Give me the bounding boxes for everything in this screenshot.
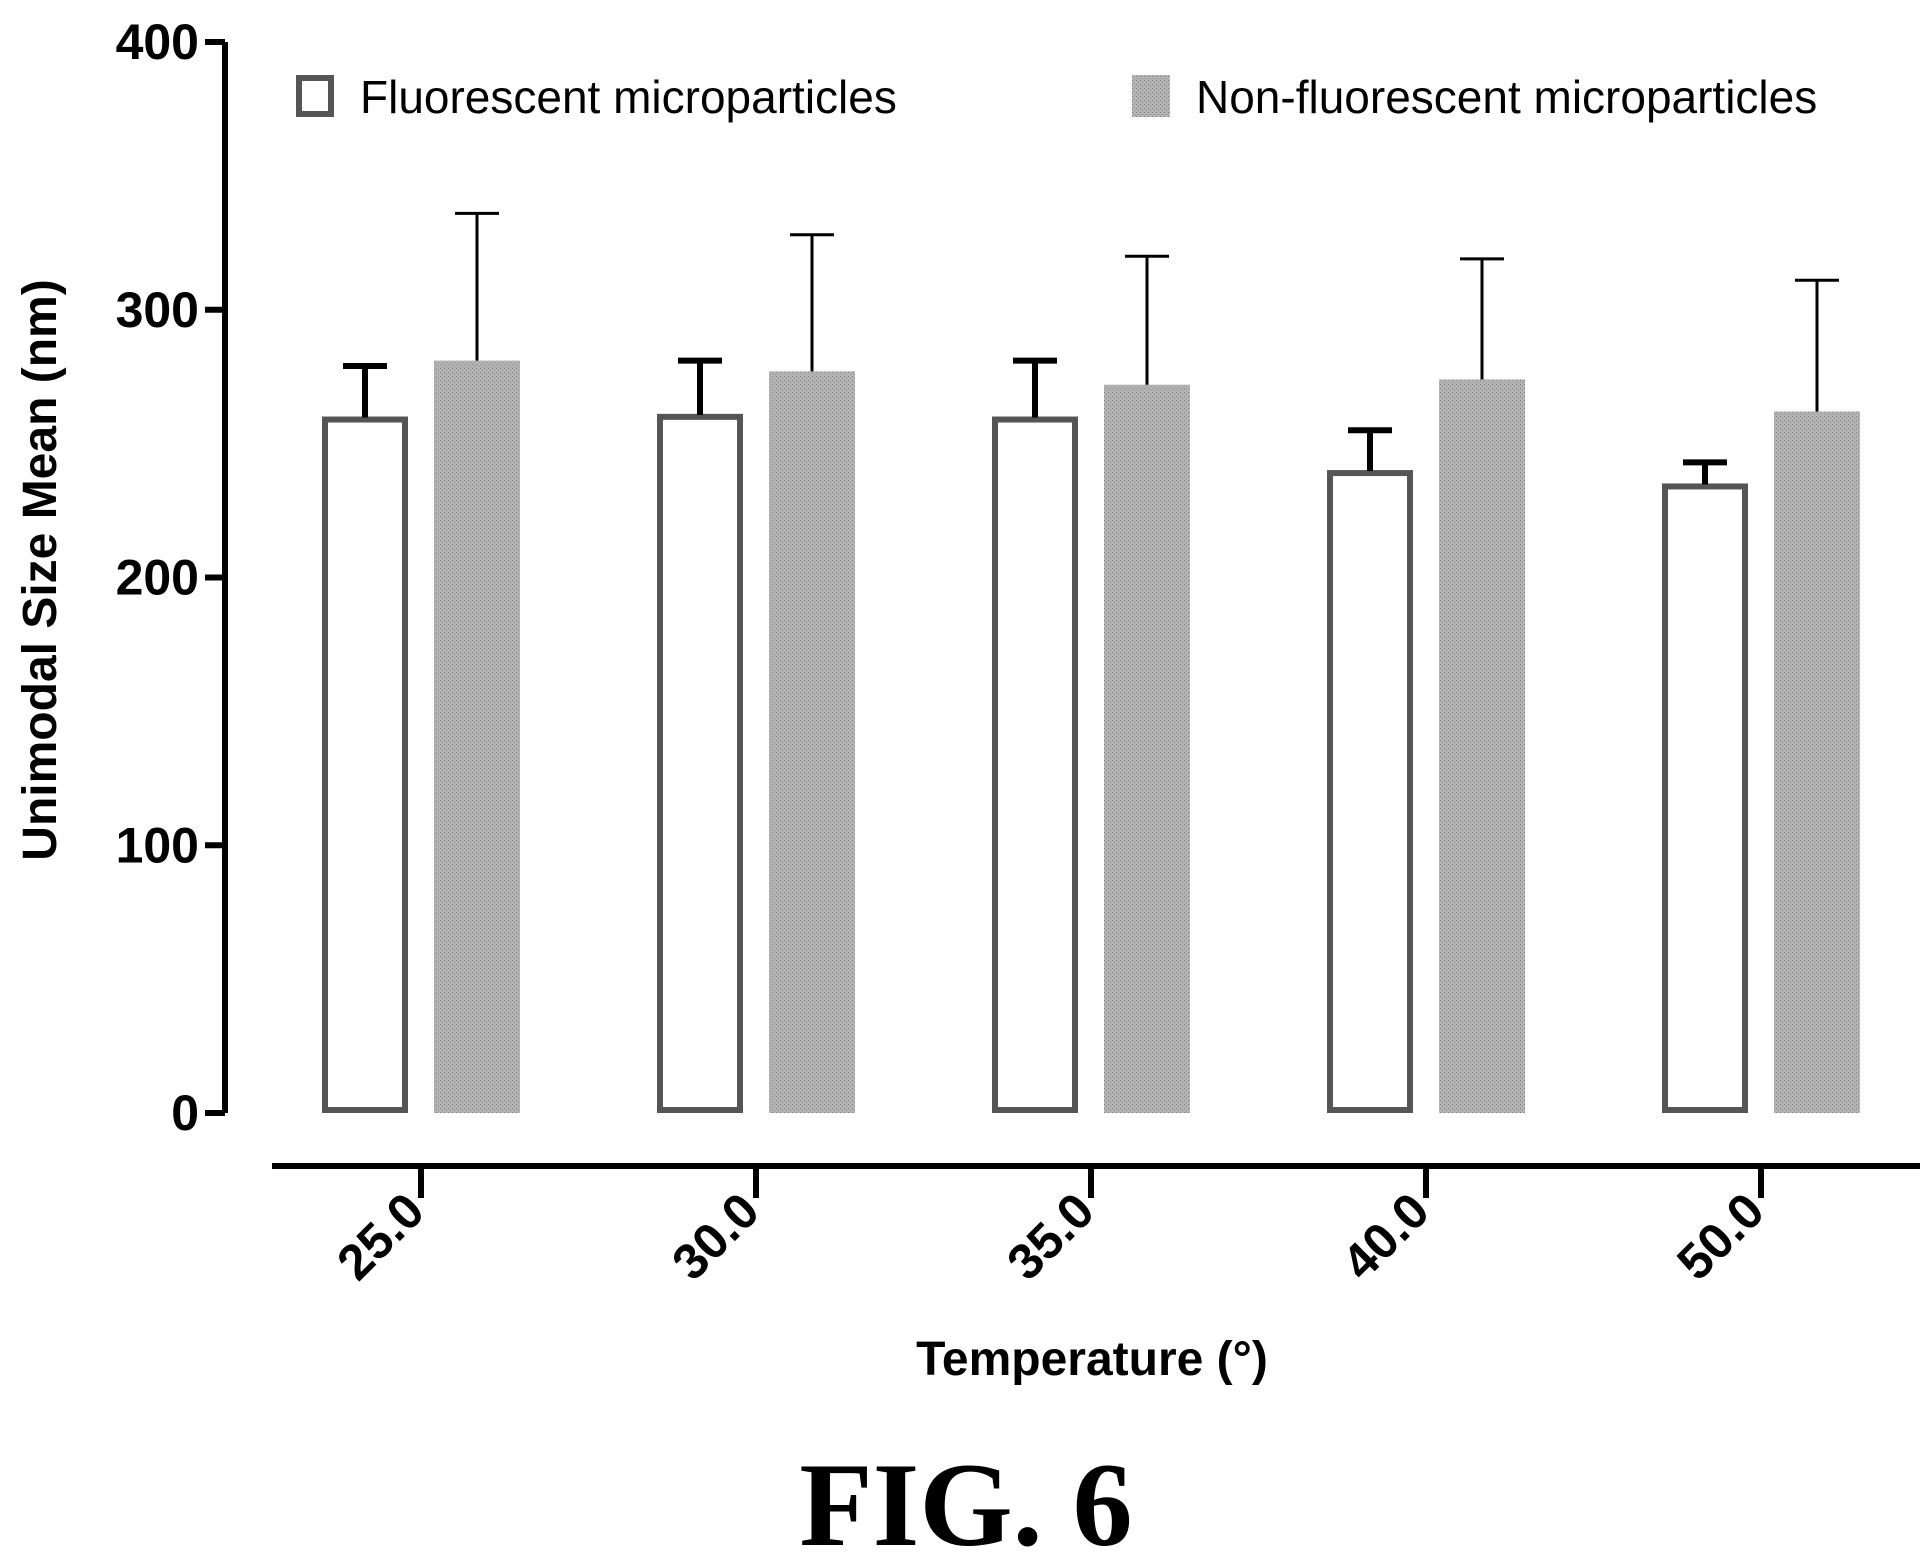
figure-caption: FIG. 6: [799, 1438, 1132, 1564]
legend-label: Non-fluorescent microparticles: [1196, 71, 1817, 123]
y-tick-label: 300: [116, 282, 199, 338]
bar-non-fluorescent: [1104, 384, 1190, 1114]
bar-non-fluorescent: [1774, 411, 1860, 1113]
y-tick-label: 200: [116, 550, 199, 606]
y-axis-title: Unimodal Size Mean (nm): [14, 279, 67, 860]
bar-fluorescent: [322, 416, 408, 1113]
y-tick-label: 400: [116, 14, 199, 70]
bar-fluorescent: [1662, 483, 1748, 1113]
x-tick-label: 30.0: [661, 1182, 769, 1290]
bar-fluorescent: [657, 413, 743, 1114]
error-bars-group: [343, 211, 1839, 485]
y-tick-label: 100: [116, 817, 199, 873]
x-tick-label: 25.0: [326, 1182, 434, 1290]
bar-non-fluorescent: [434, 360, 520, 1113]
x-axis: 25.0 30.0 35.0 40.0 50.0: [272, 1163, 1920, 1291]
x-tick-label: 40.0: [1331, 1182, 1439, 1290]
bar-non-fluorescent: [1439, 379, 1525, 1113]
x-tick-label: 35.0: [996, 1182, 1104, 1290]
bar-fluorescent: [992, 416, 1078, 1113]
legend-swatch-fluorescent: [296, 75, 334, 117]
legend-label: Fluorescent microparticles: [360, 71, 897, 123]
x-tick-label: 50.0: [1666, 1182, 1774, 1290]
legend: Fluorescent microparticles Non-fluorescen…: [296, 71, 1817, 123]
bar-fluorescent: [1327, 470, 1413, 1113]
bars-group: [322, 360, 1860, 1114]
y-tick-label: 0: [171, 1085, 199, 1141]
legend-swatch-non-fluorescent: [1132, 75, 1170, 117]
bar-non-fluorescent: [769, 371, 855, 1113]
x-axis-title: Temperature (°): [916, 1333, 1268, 1386]
y-axis: 0 100 200 300 400: [116, 14, 228, 1141]
